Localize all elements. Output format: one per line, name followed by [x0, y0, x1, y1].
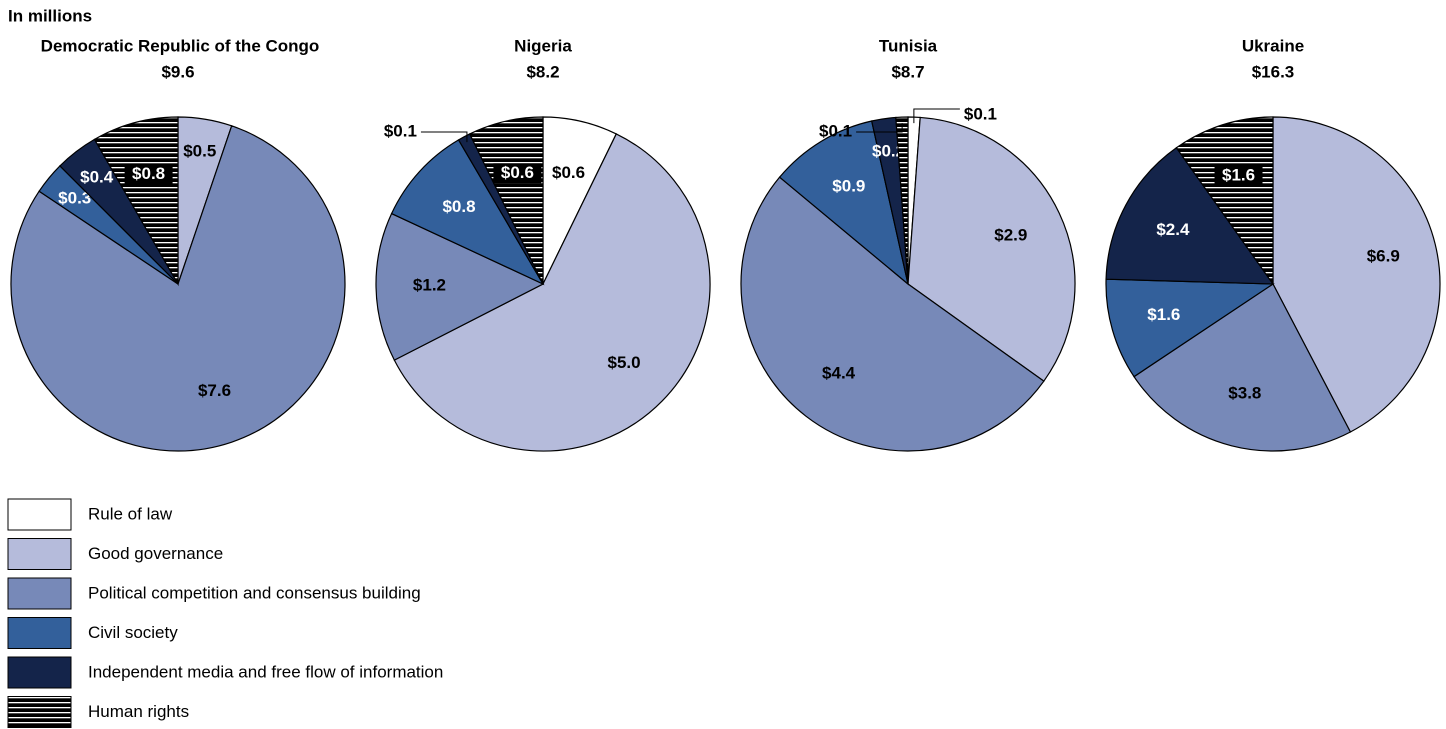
- data-label: $0.3: [58, 189, 91, 208]
- label-background: [124, 164, 173, 185]
- data-label: $0.1: [964, 104, 997, 123]
- data-label: $1.2: [413, 276, 446, 295]
- pie-slice: [468, 116, 544, 285]
- legend-label: Political competition and consensus buil…: [88, 583, 421, 602]
- pie-total: $9.6: [161, 62, 194, 81]
- pie-slice: [93, 116, 179, 287]
- data-label: $0.6: [501, 163, 534, 182]
- legend-label: Human rights: [88, 702, 189, 721]
- pie-slice: [10, 125, 346, 452]
- pie-total: $8.2: [526, 62, 559, 81]
- leader-line: [913, 108, 960, 124]
- data-label: $7.6: [198, 381, 231, 400]
- label-background: [1214, 165, 1263, 186]
- data-label: $6.9: [1367, 246, 1400, 265]
- legend-swatch: [7, 617, 72, 649]
- legend-label: Independent media and free flow of infor…: [88, 662, 443, 681]
- pie-slice: [1105, 146, 1275, 285]
- pie-slice: [393, 133, 711, 452]
- pie-slice: [1105, 278, 1275, 378]
- data-label: $3.8: [1228, 383, 1261, 402]
- pie-slice: [1133, 283, 1352, 452]
- pie-slice: [1272, 116, 1441, 433]
- data-label: $1.6: [1147, 305, 1180, 324]
- data-label: $1.6: [1222, 165, 1255, 184]
- data-label: $0.2: [872, 141, 905, 160]
- legend-swatch: [7, 656, 72, 689]
- pie-title: Ukraine: [1242, 36, 1304, 55]
- data-label: $0.6: [552, 163, 585, 182]
- pie-title: Democratic Republic of the Congo: [41, 36, 320, 55]
- leader-line: [856, 123, 903, 133]
- data-label: $4.4: [822, 363, 856, 382]
- data-label: $0.1: [384, 121, 417, 140]
- pie-slice: [375, 212, 545, 361]
- data-label: $0.5: [183, 142, 216, 161]
- legend-label: Good governance: [88, 544, 223, 563]
- pie-slice: [740, 176, 1045, 452]
- pie-slice: [907, 116, 1076, 383]
- legend-label: Rule of law: [88, 504, 173, 523]
- legend-swatch: [7, 577, 72, 610]
- legend-swatch: [7, 696, 72, 728]
- pie-title: Tunisia: [879, 36, 938, 55]
- label-background: [493, 163, 542, 184]
- data-label: $0.4: [80, 167, 114, 186]
- leader-line: [420, 131, 468, 143]
- data-label: $2.4: [1156, 220, 1190, 239]
- data-label: $5.0: [608, 353, 641, 372]
- pie-total: $8.7: [891, 62, 924, 81]
- data-label: $0.8: [132, 164, 165, 183]
- legend-label: Civil society: [88, 623, 178, 642]
- chart-title: In millions: [8, 6, 92, 25]
- pie-total: $16.3: [1252, 62, 1295, 81]
- data-label: $0.1: [819, 121, 852, 140]
- legend-swatch: [7, 498, 72, 531]
- pie-slice: [1175, 116, 1274, 286]
- pie-slice: [390, 139, 545, 286]
- data-label: $2.9: [994, 225, 1027, 244]
- pie-title: Nigeria: [514, 36, 572, 55]
- legend-swatch: [7, 538, 72, 570]
- data-label: $0.8: [442, 197, 475, 216]
- data-label: $0.9: [832, 177, 865, 196]
- pie-slice: [895, 116, 909, 285]
- pie-slice: [778, 120, 909, 286]
